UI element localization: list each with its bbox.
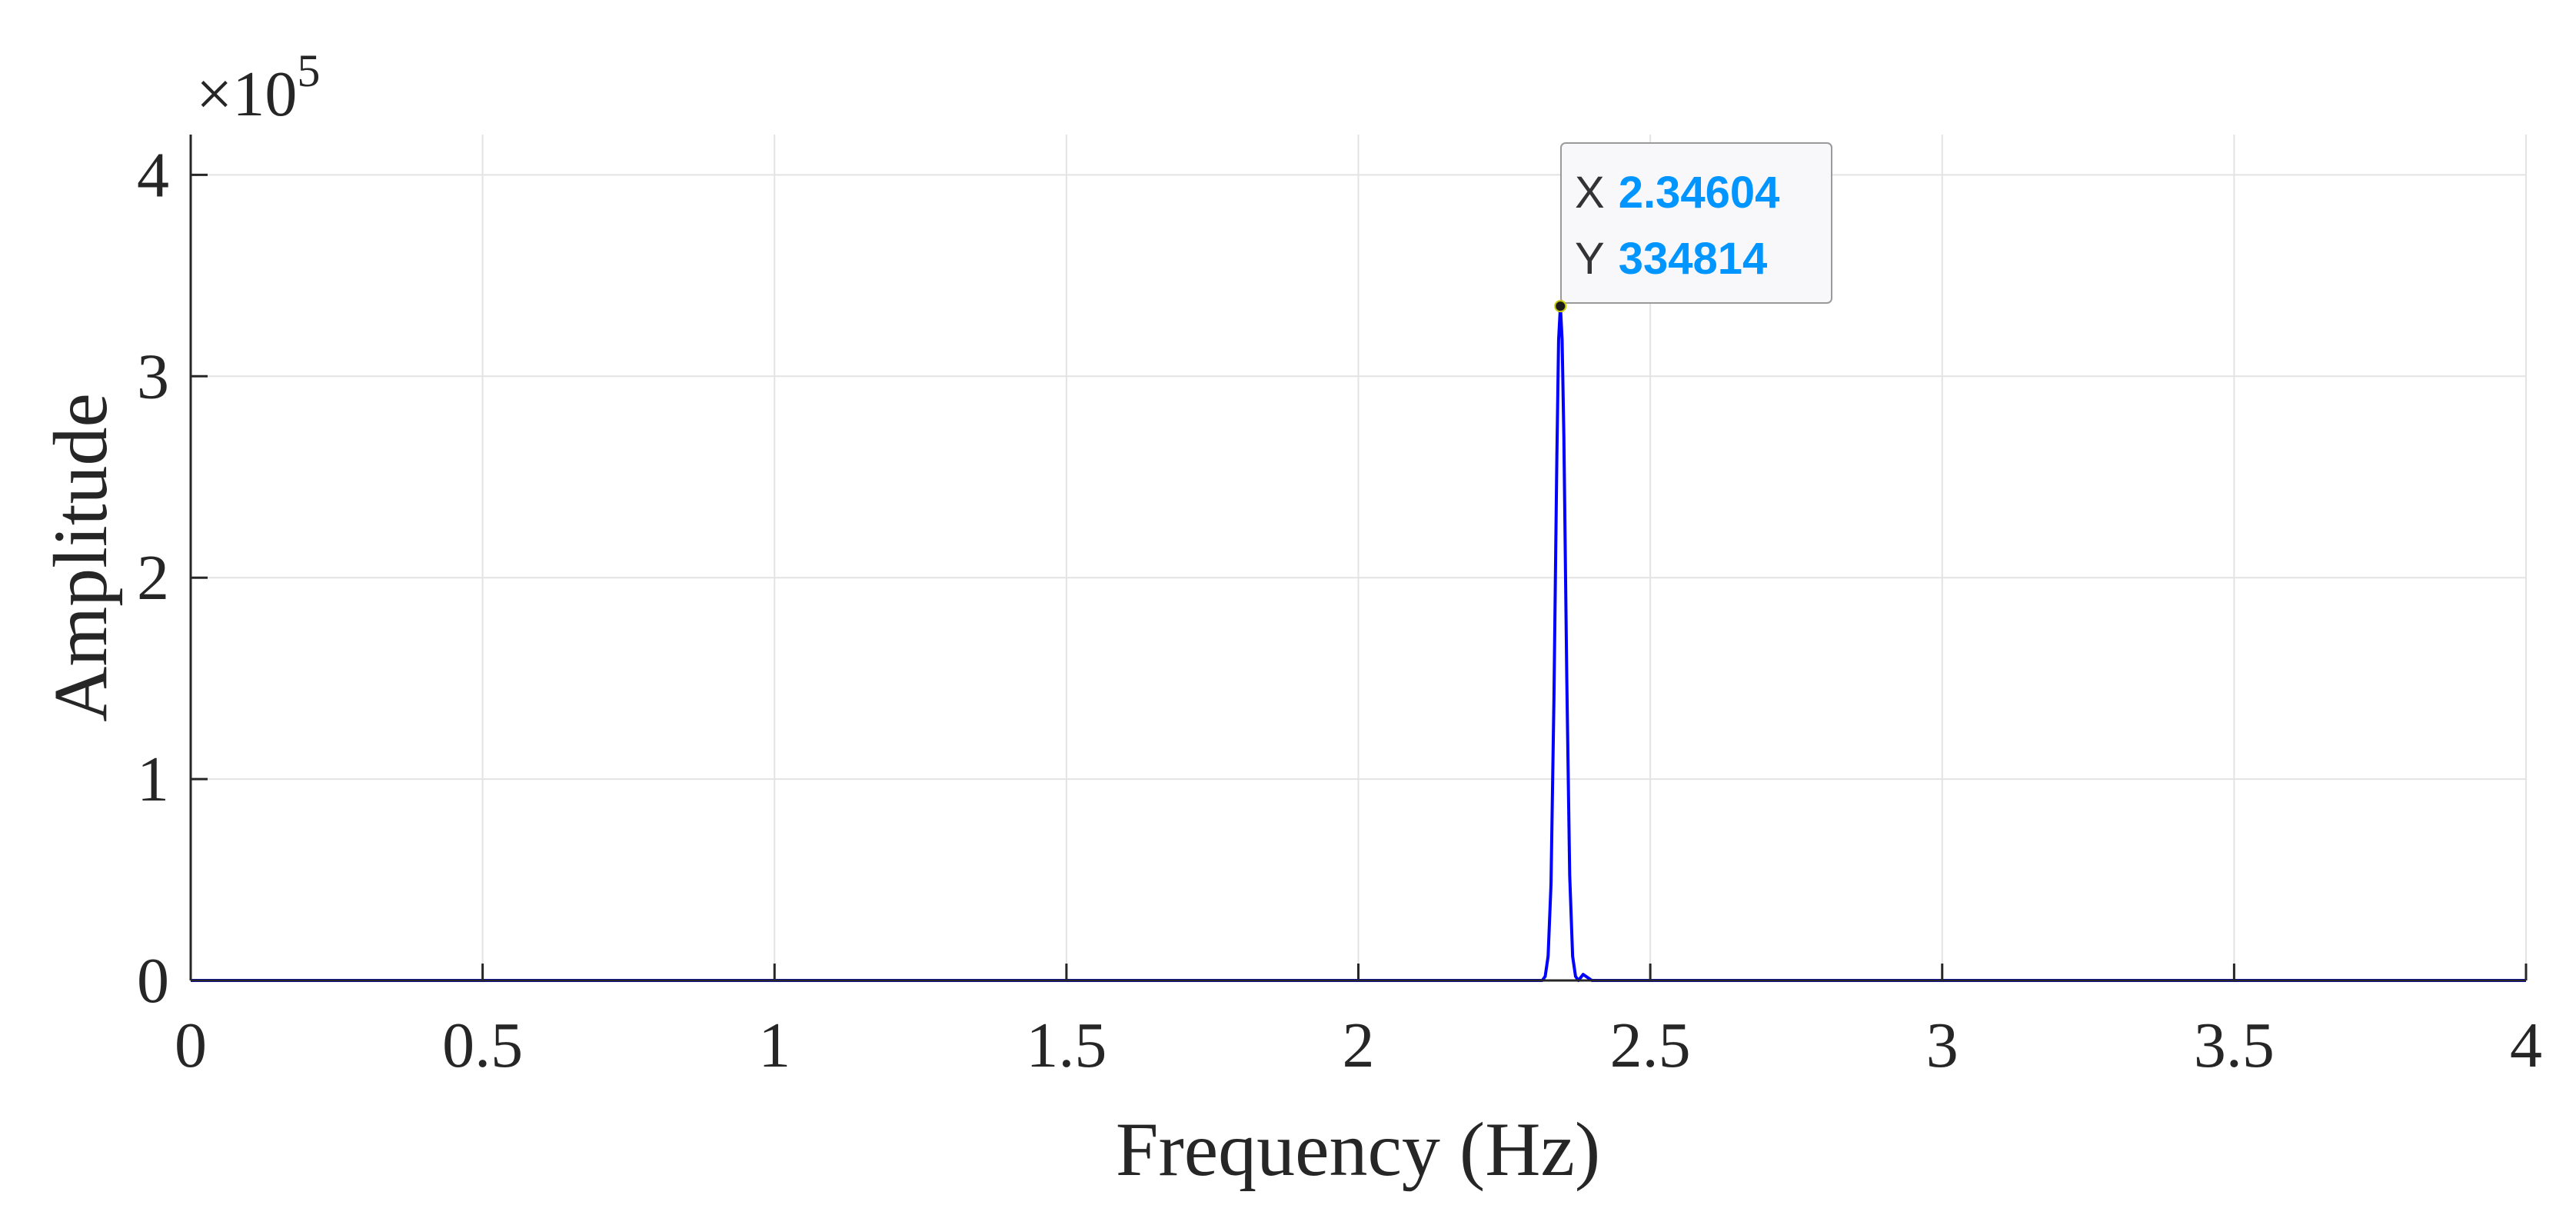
x-tick-label: 3.5 [2194, 1010, 2275, 1081]
y-exponent-superscript: 5 [297, 45, 320, 96]
x-axis-title: Frequency (Hz) [1116, 1107, 1600, 1192]
datatip-x-key: X [1575, 168, 1605, 218]
datatip-y-key: Y [1575, 234, 1605, 284]
y-tick-label: 3 [137, 341, 169, 412]
x-tick-label: 0 [175, 1010, 207, 1081]
datatip-y-row: Y 334814 [1575, 234, 1767, 284]
ticks [189, 173, 2528, 982]
x-tick-label: 3 [1926, 1010, 1959, 1081]
datatip-x-row: X 2.34604 [1575, 168, 1779, 218]
x-tick-label: 0.5 [442, 1010, 523, 1081]
y-tick-label: 1 [137, 744, 169, 815]
y-tick-label: 2 [137, 542, 169, 614]
x-tick-label: 4 [2510, 1010, 2542, 1081]
x-tick-label: 1.5 [1026, 1010, 1107, 1081]
series-line [191, 305, 2526, 982]
datatip-marker [1554, 300, 1567, 313]
y-axis-title: Amplitude [38, 393, 123, 722]
datatip-box [1560, 142, 1832, 304]
x-tick-label: 2 [1343, 1010, 1375, 1081]
tick-labels: 0 0.5 1 1.5 2 2.5 3 3.5 4 0 1 2 3 4 [137, 139, 2542, 1081]
y-tick-label: 4 [137, 139, 169, 211]
datatip-y-value: 334814 [1619, 234, 1768, 284]
y-exponent-label: ×105 [196, 45, 320, 130]
datatip[interactable]: X 2.34604 Y 334814 [1554, 142, 1832, 313]
series-layer [191, 305, 2526, 982]
y-tick-label: 0 [137, 945, 169, 1017]
x-tick-label: 2.5 [1610, 1010, 1691, 1081]
x-tick-label: 1 [758, 1010, 790, 1081]
datatip-x-value: 2.34604 [1619, 168, 1780, 218]
